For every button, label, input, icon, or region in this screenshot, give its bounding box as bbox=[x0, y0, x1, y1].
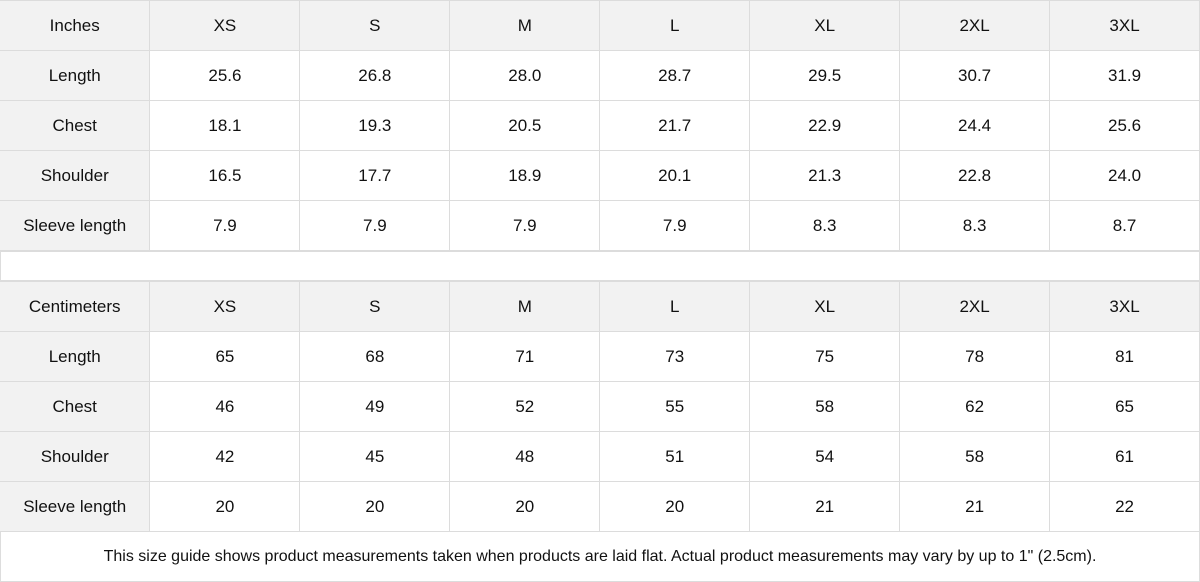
measurement-cell: 8.7 bbox=[1049, 200, 1200, 251]
measurement-cell: 20.1 bbox=[599, 150, 751, 201]
measurement-cell: 28.7 bbox=[599, 50, 751, 101]
measurement-cell: 28.0 bbox=[449, 50, 601, 101]
row-label: Length bbox=[0, 50, 151, 101]
row-label: Shoulder bbox=[0, 431, 151, 482]
measurement-cell: 58 bbox=[899, 431, 1051, 482]
measurement-cell: 21 bbox=[749, 481, 901, 532]
header-row: Inches XS S M L XL 2XL 3XL bbox=[0, 0, 1200, 51]
measurement-cell: 7.9 bbox=[599, 200, 751, 251]
measurement-cell: 20 bbox=[599, 481, 751, 532]
measurement-cell: 31.9 bbox=[1049, 50, 1200, 101]
measurement-cell: 26.8 bbox=[299, 50, 451, 101]
measurement-cell: 8.3 bbox=[899, 200, 1051, 251]
measurement-cell: 7.9 bbox=[449, 200, 601, 251]
centimeters-table: Centimeters XS S M L XL 2XL 3XL Length 65 68 71 73 75… bbox=[0, 281, 1200, 532]
measurement-cell: 17.7 bbox=[299, 150, 451, 201]
size-header: L bbox=[599, 281, 751, 332]
unit-header: Centimeters bbox=[0, 281, 151, 332]
measurement-cell: 19.3 bbox=[299, 100, 451, 151]
measurement-cell: 20 bbox=[149, 481, 301, 532]
measurement-cell: 22.9 bbox=[749, 100, 901, 151]
row-label: Chest bbox=[0, 100, 151, 151]
measurement-cell: 18.9 bbox=[449, 150, 601, 201]
measurement-cell: 21.7 bbox=[599, 100, 751, 151]
row-label: Sleeve length bbox=[0, 200, 151, 251]
measurement-cell: 42 bbox=[149, 431, 301, 482]
size-header: XS bbox=[149, 0, 301, 51]
measurement-cell: 75 bbox=[749, 331, 901, 382]
measurement-note: This size guide shows product measuremen… bbox=[1, 532, 1199, 582]
measurement-cell: 30.7 bbox=[899, 50, 1051, 101]
measurement-cell: 8.3 bbox=[749, 200, 901, 251]
row-label: Shoulder bbox=[0, 150, 151, 201]
measurement-cell: 58 bbox=[749, 381, 901, 432]
size-header: XL bbox=[749, 281, 901, 332]
measurement-cell: 81 bbox=[1049, 331, 1200, 382]
header-row: Centimeters XS S M L XL 2XL 3XL bbox=[0, 281, 1200, 332]
measurement-cell: 22 bbox=[1049, 481, 1200, 532]
size-header: XS bbox=[149, 281, 301, 332]
measurement-cell: 73 bbox=[599, 331, 751, 382]
table-row: Shoulder 42 45 48 51 54 58 61 bbox=[0, 431, 1200, 482]
table-spacer bbox=[1, 251, 1199, 281]
table-row: Chest 18.1 19.3 20.5 21.7 22.9 24.4 25.6 bbox=[0, 100, 1200, 151]
measurement-cell: 48 bbox=[449, 431, 601, 482]
measurement-cell: 54 bbox=[749, 431, 901, 482]
size-header: L bbox=[599, 0, 751, 51]
unit-header: Inches bbox=[0, 0, 151, 51]
size-header: S bbox=[299, 281, 451, 332]
measurement-cell: 51 bbox=[599, 431, 751, 482]
measurement-cell: 52 bbox=[449, 381, 601, 432]
measurement-cell: 68 bbox=[299, 331, 451, 382]
measurement-cell: 20 bbox=[449, 481, 601, 532]
row-label: Chest bbox=[0, 381, 151, 432]
measurement-cell: 21 bbox=[899, 481, 1051, 532]
table-row: Chest 46 49 52 55 58 62 65 bbox=[0, 381, 1200, 432]
measurement-cell: 24.4 bbox=[899, 100, 1051, 151]
size-header: XL bbox=[749, 0, 901, 51]
measurement-cell: 24.0 bbox=[1049, 150, 1200, 201]
measurement-cell: 45 bbox=[299, 431, 451, 482]
measurement-cell: 20.5 bbox=[449, 100, 601, 151]
measurement-cell: 25.6 bbox=[149, 50, 301, 101]
size-header: M bbox=[449, 0, 601, 51]
measurement-cell: 7.9 bbox=[149, 200, 301, 251]
size-header: 3XL bbox=[1049, 281, 1200, 332]
size-header: M bbox=[449, 281, 601, 332]
size-header: 2XL bbox=[899, 0, 1051, 51]
table-row: Length 65 68 71 73 75 78 81 bbox=[0, 331, 1200, 382]
measurement-cell: 16.5 bbox=[149, 150, 301, 201]
measurement-cell: 21.3 bbox=[749, 150, 901, 201]
size-header: S bbox=[299, 0, 451, 51]
measurement-cell: 18.1 bbox=[149, 100, 301, 151]
table-row: Sleeve length 20 20 20 20 21 21 22 bbox=[0, 481, 1200, 532]
measurement-cell: 78 bbox=[899, 331, 1051, 382]
row-label: Length bbox=[0, 331, 151, 382]
measurement-cell: 7.9 bbox=[299, 200, 451, 251]
table-row: Shoulder 16.5 17.7 18.9 20.1 21.3 22.8 24.0 bbox=[0, 150, 1200, 201]
size-header: 3XL bbox=[1049, 0, 1200, 51]
measurement-cell: 55 bbox=[599, 381, 751, 432]
measurement-cell: 65 bbox=[149, 331, 301, 382]
measurement-cell: 62 bbox=[899, 381, 1051, 432]
measurement-cell: 46 bbox=[149, 381, 301, 432]
measurement-cell: 65 bbox=[1049, 381, 1200, 432]
measurement-cell: 71 bbox=[449, 331, 601, 382]
measurement-cell: 20 bbox=[299, 481, 451, 532]
measurement-cell: 22.8 bbox=[899, 150, 1051, 201]
measurement-cell: 29.5 bbox=[749, 50, 901, 101]
row-label: Sleeve length bbox=[0, 481, 151, 532]
inches-table: Inches XS S M L XL 2XL 3XL Length 25.6 26.8 28.0 28.… bbox=[0, 0, 1200, 251]
measurement-cell: 61 bbox=[1049, 431, 1200, 482]
table-row: Sleeve length 7.9 7.9 7.9 7.9 8.3 8.3 8.7 bbox=[0, 200, 1200, 251]
size-header: 2XL bbox=[899, 281, 1051, 332]
measurement-cell: 49 bbox=[299, 381, 451, 432]
measurement-cell: 25.6 bbox=[1049, 100, 1200, 151]
table-row: Length 25.6 26.8 28.0 28.7 29.5 30.7 31.9 bbox=[0, 50, 1200, 101]
